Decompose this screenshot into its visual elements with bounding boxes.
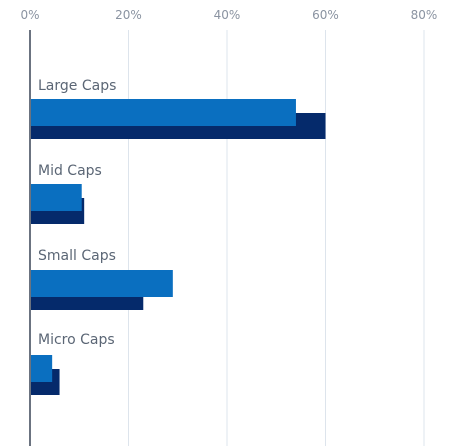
category-label: Micro Caps (38, 332, 115, 348)
bar-series-2-2 (30, 270, 173, 297)
bars (30, 99, 326, 395)
x-axis-tick-labels: 0% 20% 40% 60% 80% (20, 8, 437, 22)
x-tick-label: 40% (214, 8, 241, 22)
category-label: Large Caps (38, 78, 116, 94)
grid-lines (128, 30, 425, 446)
x-tick-label: 0% (20, 8, 39, 22)
x-tick-label: 60% (312, 8, 339, 22)
category-labels: Large Caps Mid Caps Small Caps Micro Caps (38, 78, 116, 348)
x-tick-label: 80% (411, 8, 438, 22)
bar-series-2-3 (30, 355, 53, 382)
bar-series-2-1 (30, 184, 82, 211)
category-label: Mid Caps (38, 163, 102, 179)
x-tick-label: 20% (115, 8, 142, 22)
category-label: Small Caps (38, 248, 116, 264)
bar-series-2-0 (30, 99, 296, 126)
